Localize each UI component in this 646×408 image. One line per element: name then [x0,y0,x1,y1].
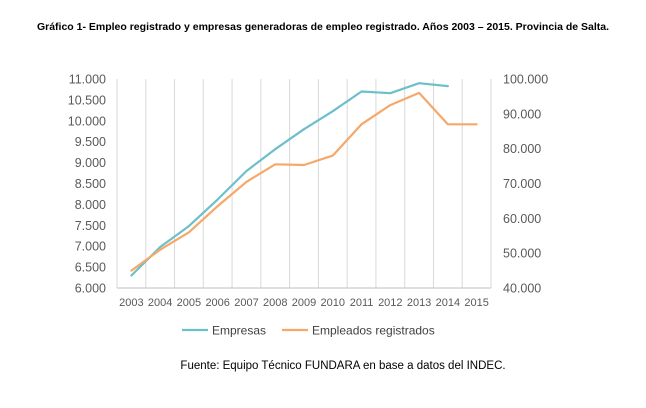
y-left-tick-label: 6.000 [75,282,106,296]
data-point [303,128,305,131]
data-point [303,164,305,166]
x-tick-label: 2010 [321,297,345,309]
y-left-tick-label: 7.500 [75,219,106,233]
data-point [159,246,162,248]
data-point [475,123,478,126]
x-tick-label: 2013 [407,297,431,309]
y-left-tick-label: 7.000 [75,240,106,254]
data-point [274,163,277,166]
legend-label: Empresas [212,324,266,338]
y-left-tick-label: 10.500 [68,93,106,107]
data-point [418,82,420,85]
y-left-tick-label: 11.000 [69,73,106,87]
data-point [331,154,334,157]
source-wrap: Fuente: Equipo Técnico FUNDARA en base a… [0,360,646,372]
x-tick-label: 2008 [263,297,287,309]
y-right-tick-label: 100.000 [503,73,548,87]
data-point [331,110,334,113]
x-tick-label: 2012 [378,297,402,309]
x-tick-label: 2011 [350,297,374,309]
y-left-tick-label: 9.500 [75,135,106,149]
data-point [216,205,219,208]
y-left-tick-label: 8.000 [75,198,106,212]
data-point [360,123,363,126]
data-point [446,123,449,126]
y-right-tick-label: 60.000 [503,212,541,226]
data-point [389,104,392,107]
data-point [418,92,420,94]
x-tick-label: 2007 [234,297,258,309]
y-right-tick-label: 50.000 [503,247,541,261]
y-left-tick-label: 6.500 [75,261,106,275]
data-point [188,225,190,228]
y-left-tick-label: 8.500 [75,177,106,191]
data-point [216,198,219,201]
x-tick-label: 2015 [464,297,488,309]
data-point [389,92,392,95]
data-point [245,180,248,183]
data-point [274,148,277,151]
data-point [446,85,449,88]
y-right-tick-label: 70.000 [503,177,541,191]
data-point [130,274,133,277]
y-left-tick-label: 9.000 [75,156,106,170]
x-tick-label: 2009 [292,297,316,309]
source-note: Fuente: Equipo Técnico FUNDARA en base a… [180,360,506,372]
x-tick-label: 2014 [436,297,460,309]
y-left-tick-label: 10.000 [68,114,106,128]
y-right-tick-label: 40.000 [503,282,541,296]
chart-title: Gráfico 1- Empleo registrado y empresas … [36,21,610,33]
x-tick-label: 2004 [148,297,172,309]
data-point [360,90,363,93]
legend-label: Empleados registrados [312,324,435,338]
data-point [159,248,162,251]
x-tick-label: 2006 [205,297,229,309]
data-point [188,231,190,234]
x-tick-label: 2005 [177,297,201,309]
y-right-tick-label: 90.000 [503,107,541,121]
data-point [130,269,133,272]
series-line-empleados-registrados [130,91,478,272]
data-point [245,170,248,172]
series-line-empresas [130,82,449,277]
x-tick-label: 2003 [119,297,143,309]
y-right-tick-label: 80.000 [503,142,541,156]
